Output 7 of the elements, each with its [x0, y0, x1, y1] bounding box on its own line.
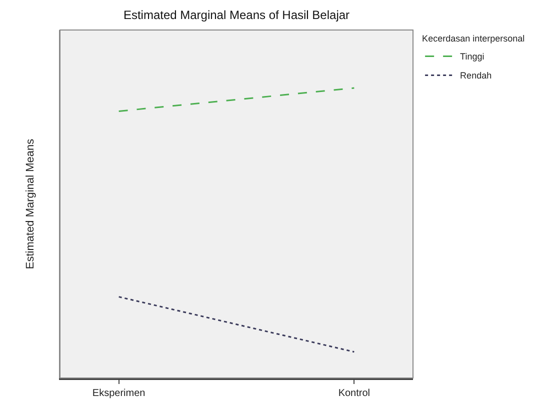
legend-title: Kecerdasan interpersonal — [422, 34, 525, 44]
legend-label: Tinggi — [460, 52, 484, 62]
x-tick-label: Kontrol — [338, 388, 370, 399]
x-tick-label: Eksperimen — [92, 388, 146, 399]
legend-label: Rendah — [460, 70, 492, 81]
y-axis-title: Estimated Marginal Means — [24, 138, 36, 270]
chart-title: Estimated Marginal Means of Hasil Belajar — [123, 8, 350, 22]
